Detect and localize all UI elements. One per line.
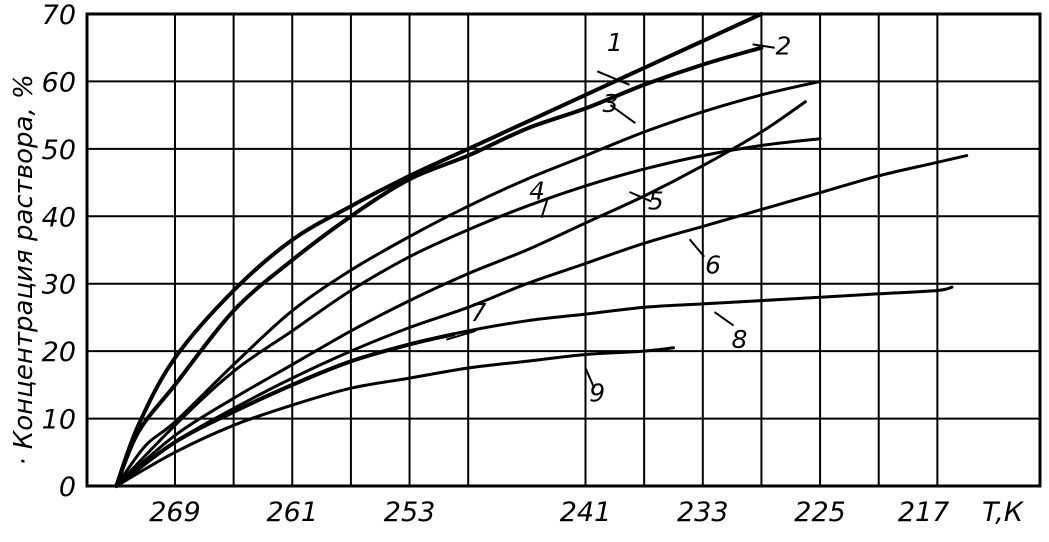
- series-line-5: [114, 100, 807, 488]
- y-tick-labels: 0 10 20 30 40 50 60 70: [42, 0, 76, 503]
- curve-label: 7: [471, 298, 487, 327]
- plot-frame: [85, 12, 1042, 488]
- series-line-6: [114, 154, 969, 488]
- y-axis-label: · Концентрация раствора, %: [9, 74, 39, 465]
- curve-label: 2: [775, 31, 791, 60]
- x-tick-label: 225: [794, 497, 846, 528]
- x-tick-label: 261: [266, 497, 318, 528]
- curve-label: 1: [607, 28, 623, 57]
- curve-label-leader: [445, 329, 476, 341]
- x-tick-label: 269: [149, 497, 201, 528]
- curve-label: 8: [731, 325, 747, 354]
- y-tick-label: 60: [42, 67, 76, 98]
- curve-label-leader: [596, 70, 630, 86]
- y-tick-label: 30: [42, 270, 76, 301]
- curve-labels: 1 2 3 4 5 6 7 8 9: [445, 28, 791, 408]
- series-line-2: [114, 45, 764, 488]
- curve-label: 9: [589, 379, 605, 408]
- series-line-8: [114, 285, 954, 488]
- x-tick-labels: 269 261 253 241 233 225 217: [149, 497, 949, 528]
- grid: [87, 14, 1040, 486]
- series-line-4: [114, 137, 822, 488]
- x-tick-label: 253: [384, 497, 436, 528]
- curve-label-leader: [584, 367, 596, 389]
- curve-label-leader: [540, 199, 549, 218]
- series-line-7: [114, 332, 456, 488]
- curve-label-leader: [752, 43, 775, 49]
- y-tick-label: 10: [42, 405, 76, 436]
- y-tick-label: 70: [42, 0, 76, 31]
- curve-label: 4: [529, 176, 545, 205]
- y-tick-label: 20: [42, 337, 76, 368]
- y-tick-label: 0: [59, 472, 76, 503]
- x-tick-label: 233: [677, 497, 729, 528]
- curve-label-leader: [688, 238, 706, 258]
- curve-label: 5: [648, 187, 664, 216]
- curve-label-leader: [629, 191, 652, 203]
- curve-label: 6: [705, 251, 721, 280]
- curve-label: 3: [602, 89, 618, 118]
- x-tick-label: 217: [898, 497, 950, 528]
- y-tick-label: 50: [42, 135, 76, 166]
- series-line-9: [114, 346, 675, 488]
- curves: [114, 12, 969, 488]
- curve-label-leader: [713, 311, 735, 327]
- series-line-3: [114, 79, 822, 488]
- curve-label-leader: [609, 104, 636, 125]
- series-line-1: [114, 12, 764, 488]
- y-tick-label: 40: [42, 202, 76, 233]
- x-tick-label: 241: [560, 497, 612, 528]
- x-axis-label: T,К: [982, 497, 1025, 528]
